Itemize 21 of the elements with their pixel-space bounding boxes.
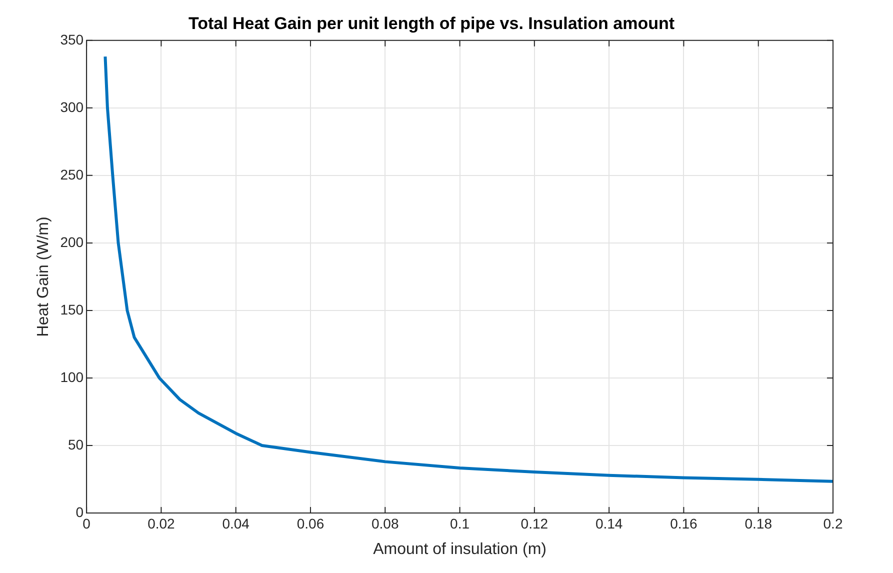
x-tick-label: 0.14 — [595, 515, 623, 532]
y-tick-label: 0 — [76, 504, 84, 520]
x-tick-label: 0.04 — [222, 515, 250, 532]
x-axis-title: Amount of insulation (m) — [373, 540, 546, 558]
x-tick-label: 0.16 — [670, 515, 698, 532]
y-tick-label: 200 — [60, 234, 84, 250]
y-tick-label: 50 — [68, 436, 84, 452]
y-tick-label: 350 — [60, 31, 84, 48]
y-tick-label: 150 — [60, 301, 84, 318]
x-tick-label: 0.2 — [823, 515, 843, 532]
x-tick-label: 0.02 — [148, 515, 176, 532]
y-tick-label: 300 — [60, 98, 84, 115]
x-tick-label: 0.1 — [450, 515, 470, 532]
x-tick-label: 0.06 — [296, 515, 324, 532]
chart-title: Total Heat Gain per unit length of pipe vs. Insulation amount — [188, 14, 675, 33]
y-axis-title: Heat Gain (W/m) — [35, 216, 52, 337]
x-tick-label: 0.08 — [372, 515, 399, 532]
x-tick-label: 0.12 — [520, 515, 548, 532]
y-tick-label: 100 — [60, 368, 84, 385]
x-tick-label: 0.18 — [744, 515, 772, 532]
y-tick-label: 250 — [60, 166, 84, 182]
